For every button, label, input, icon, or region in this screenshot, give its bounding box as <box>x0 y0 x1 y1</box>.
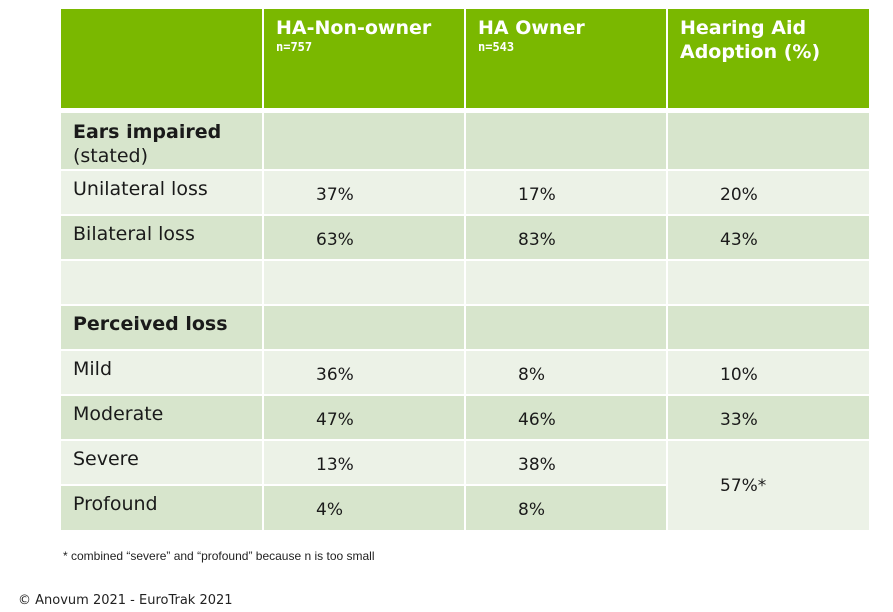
row-label: Unilateral loss <box>73 178 208 200</box>
non-owner-value: 4% <box>316 500 343 520</box>
header-adoption-line2: Adoption (%) <box>680 41 821 63</box>
header-adoption-title: Hearing Aid Adoption (%) <box>680 16 820 64</box>
combined-adoption-cell: 57%* <box>668 441 869 530</box>
section-perceived-loss-title: Perceived loss <box>73 313 228 335</box>
value-cell: 4% <box>264 486 464 530</box>
row-label: Severe <box>73 448 139 470</box>
value-cell: 8% <box>466 486 666 530</box>
value-cell: 20% <box>668 171 869 214</box>
row-label-cell: Mild <box>61 351 262 394</box>
value-cell: 46% <box>466 396 666 439</box>
value-cell: 37% <box>264 171 464 214</box>
copyright: © Anovum 2021 - EuroTrak 2021 <box>18 593 233 608</box>
header-empty-cell <box>61 9 262 108</box>
spacer-cell <box>61 261 262 304</box>
header-non-owner-n: n=757 <box>276 40 313 54</box>
non-owner-value: 37% <box>316 185 354 205</box>
row-label: Mild <box>73 358 113 380</box>
header-owner-title: HA Owner <box>478 17 585 39</box>
adoption-value: 43% <box>720 230 758 250</box>
eurotrak-table: HA-Non-owner n=757 HA Owner n=543 Hearin… <box>61 9 869 530</box>
row-label: Moderate <box>73 403 164 425</box>
section-ears-impaired-title: Ears impaired <box>73 121 222 143</box>
adoption-value: 20% <box>720 185 758 205</box>
value-cell: 43% <box>668 216 869 259</box>
spacer-cell <box>264 261 464 304</box>
value-cell: 38% <box>466 441 666 484</box>
section-ears-impaired-label: Ears impaired (stated) <box>73 120 221 168</box>
section-ears-impaired-subtitle: (stated) <box>73 145 149 167</box>
non-owner-value: 63% <box>316 230 354 250</box>
row-label: Profound <box>73 493 158 515</box>
value-cell: 8% <box>466 351 666 394</box>
combined-adoption-value: 57%* <box>720 476 767 496</box>
header-adoption-line1: Hearing Aid <box>680 17 807 39</box>
non-owner-value: 47% <box>316 410 354 430</box>
empty-cell <box>466 113 666 169</box>
value-cell: 36% <box>264 351 464 394</box>
value-cell: 47% <box>264 396 464 439</box>
row-label-cell: Moderate <box>61 396 262 439</box>
owner-value: 83% <box>518 230 556 250</box>
row-label: Bilateral loss <box>73 223 195 245</box>
adoption-value: 33% <box>720 410 758 430</box>
header-non-owner-title: HA-Non-owner <box>276 17 432 39</box>
owner-value: 38% <box>518 455 556 475</box>
footnote: * combined “severe” and “profound” becau… <box>63 549 375 563</box>
section-perceived-loss: Perceived loss <box>61 306 262 349</box>
owner-value: 8% <box>518 365 545 385</box>
empty-cell <box>264 306 464 349</box>
row-label-cell: Unilateral loss <box>61 171 262 214</box>
value-cell: 83% <box>466 216 666 259</box>
header-non-owner: HA-Non-owner n=757 <box>264 9 464 108</box>
non-owner-value: 36% <box>316 365 354 385</box>
empty-cell <box>264 113 464 169</box>
section-ears-impaired: Ears impaired (stated) <box>61 113 262 169</box>
empty-cell <box>466 306 666 349</box>
header-adoption: Hearing Aid Adoption (%) <box>668 9 869 108</box>
value-cell: 13% <box>264 441 464 484</box>
owner-value: 8% <box>518 500 545 520</box>
value-cell: 33% <box>668 396 869 439</box>
spacer-cell <box>466 261 666 304</box>
row-label-cell: Profound <box>61 486 262 530</box>
owner-value: 17% <box>518 185 556 205</box>
value-cell: 10% <box>668 351 869 394</box>
empty-cell <box>668 113 869 169</box>
row-label-cell: Bilateral loss <box>61 216 262 259</box>
spacer-cell <box>668 261 869 304</box>
adoption-value: 10% <box>720 365 758 385</box>
header-owner-n: n=543 <box>478 40 515 54</box>
non-owner-value: 13% <box>316 455 354 475</box>
header-owner: HA Owner n=543 <box>466 9 666 108</box>
value-cell: 63% <box>264 216 464 259</box>
owner-value: 46% <box>518 410 556 430</box>
row-label-cell: Severe <box>61 441 262 484</box>
value-cell: 17% <box>466 171 666 214</box>
empty-cell <box>668 306 869 349</box>
